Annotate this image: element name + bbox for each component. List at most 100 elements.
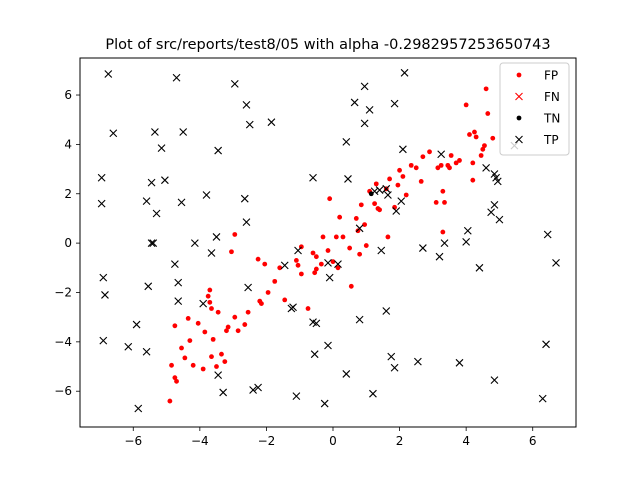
tp-point <box>142 197 151 206</box>
tp-point <box>280 261 289 270</box>
tp-point <box>370 187 379 196</box>
tp-point <box>490 200 499 209</box>
tp-point <box>97 173 106 182</box>
tp-point <box>387 352 396 361</box>
fp-point <box>169 362 174 368</box>
tp-point <box>249 386 257 394</box>
fp-point <box>348 283 354 289</box>
fp-point <box>353 216 359 221</box>
fp-point <box>313 266 319 272</box>
tp-point <box>147 178 156 187</box>
tp-point <box>312 319 321 328</box>
y-axis: −6 −4 −2 0 2 4 6 <box>54 88 80 398</box>
fp-point <box>282 297 288 303</box>
tp-point <box>543 230 552 239</box>
fp-point <box>357 251 363 257</box>
y-tick-label: 4 <box>64 137 72 151</box>
fp-point <box>490 135 496 141</box>
fp-point <box>385 234 391 240</box>
tp-point <box>392 207 401 215</box>
fp-point <box>340 234 346 240</box>
tp-point <box>418 244 427 252</box>
legend-label-fn: FN <box>544 90 560 104</box>
tp-point <box>142 347 151 356</box>
fp-point <box>467 132 472 137</box>
fp-point <box>463 102 469 108</box>
y-tick-label: −4 <box>54 335 72 349</box>
fp-point <box>403 192 409 198</box>
tp-point <box>104 70 113 78</box>
tp-point <box>350 98 359 107</box>
x-tick-label: 4 <box>462 434 470 448</box>
fp-point <box>373 181 379 187</box>
fp-point <box>362 222 368 228</box>
tp-point <box>202 191 211 199</box>
tp-point <box>97 199 106 208</box>
fp-point <box>358 202 364 208</box>
fp-point <box>470 177 476 183</box>
tp-point <box>487 208 496 217</box>
fp-point <box>179 345 184 351</box>
tp-point <box>320 399 329 408</box>
tp-point <box>413 357 422 366</box>
tp-point <box>177 198 186 207</box>
x-tick-label: −4 <box>191 434 209 448</box>
tp-point <box>440 239 449 248</box>
tp-point <box>174 297 183 306</box>
tp-point <box>212 233 221 241</box>
tp-point <box>435 252 444 261</box>
fp-point <box>480 146 486 152</box>
fp-point <box>470 160 476 166</box>
tp-point <box>493 177 502 186</box>
tp-point <box>495 215 504 224</box>
tp-point <box>334 260 342 268</box>
fp-point <box>447 165 452 171</box>
tp-point <box>151 128 159 136</box>
tp-point <box>390 99 399 108</box>
tp-point <box>369 389 377 398</box>
fp-point <box>330 259 336 265</box>
tp-point <box>242 218 251 227</box>
fp-point <box>478 153 484 158</box>
tp-point <box>344 175 352 183</box>
y-tick-label: −2 <box>54 285 72 299</box>
fp-point <box>277 265 283 271</box>
x-tick-label: 2 <box>396 434 404 448</box>
fp-point <box>408 162 414 168</box>
tp-point <box>219 388 228 397</box>
tp-point <box>437 150 446 159</box>
fp-point <box>313 254 319 260</box>
tp-point <box>214 371 223 380</box>
tp-point <box>382 307 391 315</box>
tp-point <box>377 246 386 255</box>
x-tick-label: −2 <box>258 434 276 448</box>
fp-point <box>214 364 219 369</box>
fp-point <box>232 232 238 237</box>
fp-point <box>190 362 196 368</box>
fp-point <box>327 196 333 202</box>
tp-point <box>214 146 223 155</box>
fp-point <box>262 261 268 267</box>
tp-point <box>294 246 302 255</box>
tp-point <box>552 258 560 267</box>
plot-area <box>80 58 576 427</box>
legend-label-tn: TN <box>543 112 560 126</box>
fp-point <box>312 270 318 276</box>
fp-point <box>209 354 214 360</box>
fp-point <box>457 158 462 163</box>
tp-point <box>482 163 491 172</box>
fp-point <box>363 243 369 248</box>
fp-point <box>420 154 426 160</box>
fp-point <box>400 174 406 179</box>
fp-point <box>440 188 446 194</box>
tp-point <box>384 191 392 199</box>
tp-point <box>144 282 153 291</box>
fp-point <box>442 199 447 205</box>
fp-point <box>172 323 178 329</box>
fp-point <box>377 207 382 213</box>
fp-point <box>205 293 211 299</box>
fp-point <box>472 129 477 135</box>
legend: FP FN TN TP <box>499 62 570 156</box>
fp-point <box>259 301 264 306</box>
